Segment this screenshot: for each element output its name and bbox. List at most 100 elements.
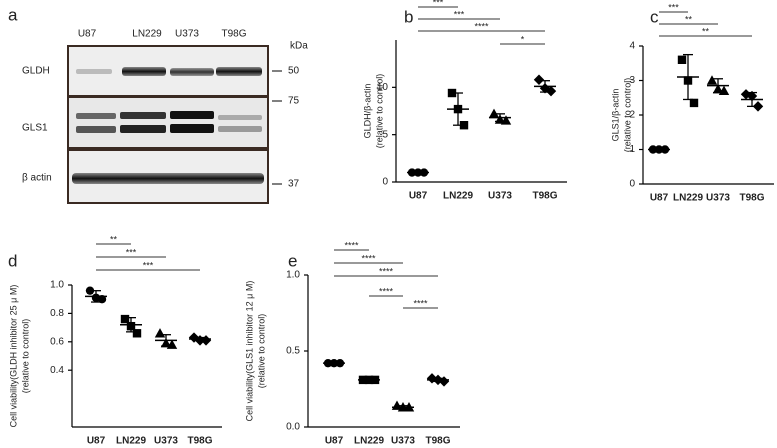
panel-letter: e [288, 251, 297, 270]
data-point [200, 335, 212, 346]
panel-letter: a [8, 5, 18, 24]
significance-label: **** [474, 21, 489, 31]
data-point [545, 85, 557, 97]
data-point [364, 375, 374, 385]
data-point [438, 376, 450, 387]
significance-label: *** [454, 9, 465, 19]
lane-label: U87 [78, 29, 97, 40]
protein-label: β actin [22, 173, 52, 184]
significance-label: **** [379, 266, 394, 276]
data-point [706, 75, 718, 85]
data-point [329, 358, 339, 368]
data-point [166, 339, 178, 349]
y-axis-label: (relative to control) [374, 74, 384, 149]
x-tick-label: LN229 [673, 193, 703, 204]
y-axis-label: Cell viability(GLS1 inhibitor 12 μ M) [244, 281, 254, 422]
data-point [370, 375, 380, 385]
x-tick-label: U87 [409, 191, 428, 202]
x-tick-label: T98G [187, 436, 212, 447]
data-point [500, 115, 512, 125]
data-point [677, 55, 687, 64]
x-tick-label: U87 [325, 436, 344, 447]
y-tick-label: 0.0 [286, 422, 300, 433]
y-tick-label: 5 [382, 129, 388, 140]
y-tick-label: 1.0 [286, 270, 300, 281]
data-point [689, 98, 699, 108]
y-axis-label: (relative to control) [256, 314, 266, 389]
data-point [160, 338, 172, 348]
significance-label: *** [143, 260, 154, 270]
data-point [419, 168, 429, 177]
significance-label: *** [126, 247, 137, 257]
data-point [120, 314, 130, 324]
protein-label: GLS1 [22, 123, 48, 134]
y-axis-label: GLS1/β-actin [610, 89, 620, 142]
x-tick-label: T98G [739, 193, 764, 204]
data-point [533, 74, 545, 85]
significance-label: **** [361, 253, 376, 263]
y-tick-label: 0.6 [50, 336, 64, 347]
data-point [194, 335, 206, 346]
data-point [683, 76, 693, 85]
data-point [488, 108, 500, 119]
data-point [358, 375, 368, 385]
y-tick-label: 4 [629, 41, 635, 52]
x-tick-label: U87 [650, 193, 669, 204]
x-tick-label: U373 [154, 436, 178, 447]
unit-label: kDa [290, 41, 308, 52]
data-point [752, 101, 764, 112]
data-point [407, 168, 417, 177]
kda-label: 75 [288, 96, 300, 107]
data-point [494, 114, 506, 124]
significance-label: **** [344, 240, 359, 250]
y-tick-label: 10 [377, 82, 389, 93]
data-point [459, 121, 469, 130]
x-tick-label: U373 [706, 193, 730, 204]
data-point [97, 295, 107, 304]
significance-label: * [521, 34, 525, 44]
y-axis-label: Cell viability(GLDH inhibitor 25 μ M) [8, 285, 18, 428]
kda-label: 37 [288, 179, 300, 190]
x-tick-label: U87 [87, 436, 106, 447]
significance-label: *** [668, 2, 679, 12]
x-tick-label: LN229 [443, 191, 473, 202]
lane-label: LN229 [132, 29, 162, 40]
y-axis-label: GLDH/β-actin [362, 84, 372, 139]
y-tick-label: 0 [382, 177, 388, 188]
lane-label: T98G [221, 29, 246, 40]
lane-label: U373 [175, 29, 199, 40]
significance-label: ** [110, 234, 118, 244]
x-tick-label: U373 [488, 191, 512, 202]
data-point [403, 402, 415, 412]
y-tick-label: 3 [629, 75, 635, 86]
significance-label: *** [433, 0, 444, 7]
data-point [323, 358, 333, 368]
data-point [335, 358, 345, 368]
x-tick-label: T98G [425, 436, 450, 447]
data-point [648, 145, 658, 154]
data-point [126, 321, 136, 331]
y-axis-label: (relative to control) [20, 319, 30, 394]
data-point [154, 328, 166, 338]
data-point [85, 286, 95, 295]
y-tick-label: 0 [629, 179, 635, 190]
data-point [447, 88, 457, 98]
blot [67, 45, 282, 204]
significance-label: ** [685, 14, 693, 24]
x-tick-label: LN229 [116, 436, 146, 447]
x-tick-label: U373 [391, 436, 415, 447]
data-point [746, 90, 758, 102]
y-tick-label: 0.4 [50, 365, 64, 376]
significance-label: **** [413, 298, 428, 308]
y-tick-label: 1.0 [50, 280, 64, 291]
y-axis-label: (relative to control) [622, 78, 632, 153]
data-point [413, 168, 423, 177]
significance-label: ** [702, 26, 710, 36]
x-tick-label: T98G [532, 191, 557, 202]
data-point [453, 104, 463, 114]
y-tick-label: 2 [629, 110, 635, 121]
x-tick-label: LN229 [354, 436, 384, 447]
protein-label: GLDH [22, 66, 50, 77]
data-point [718, 85, 730, 96]
